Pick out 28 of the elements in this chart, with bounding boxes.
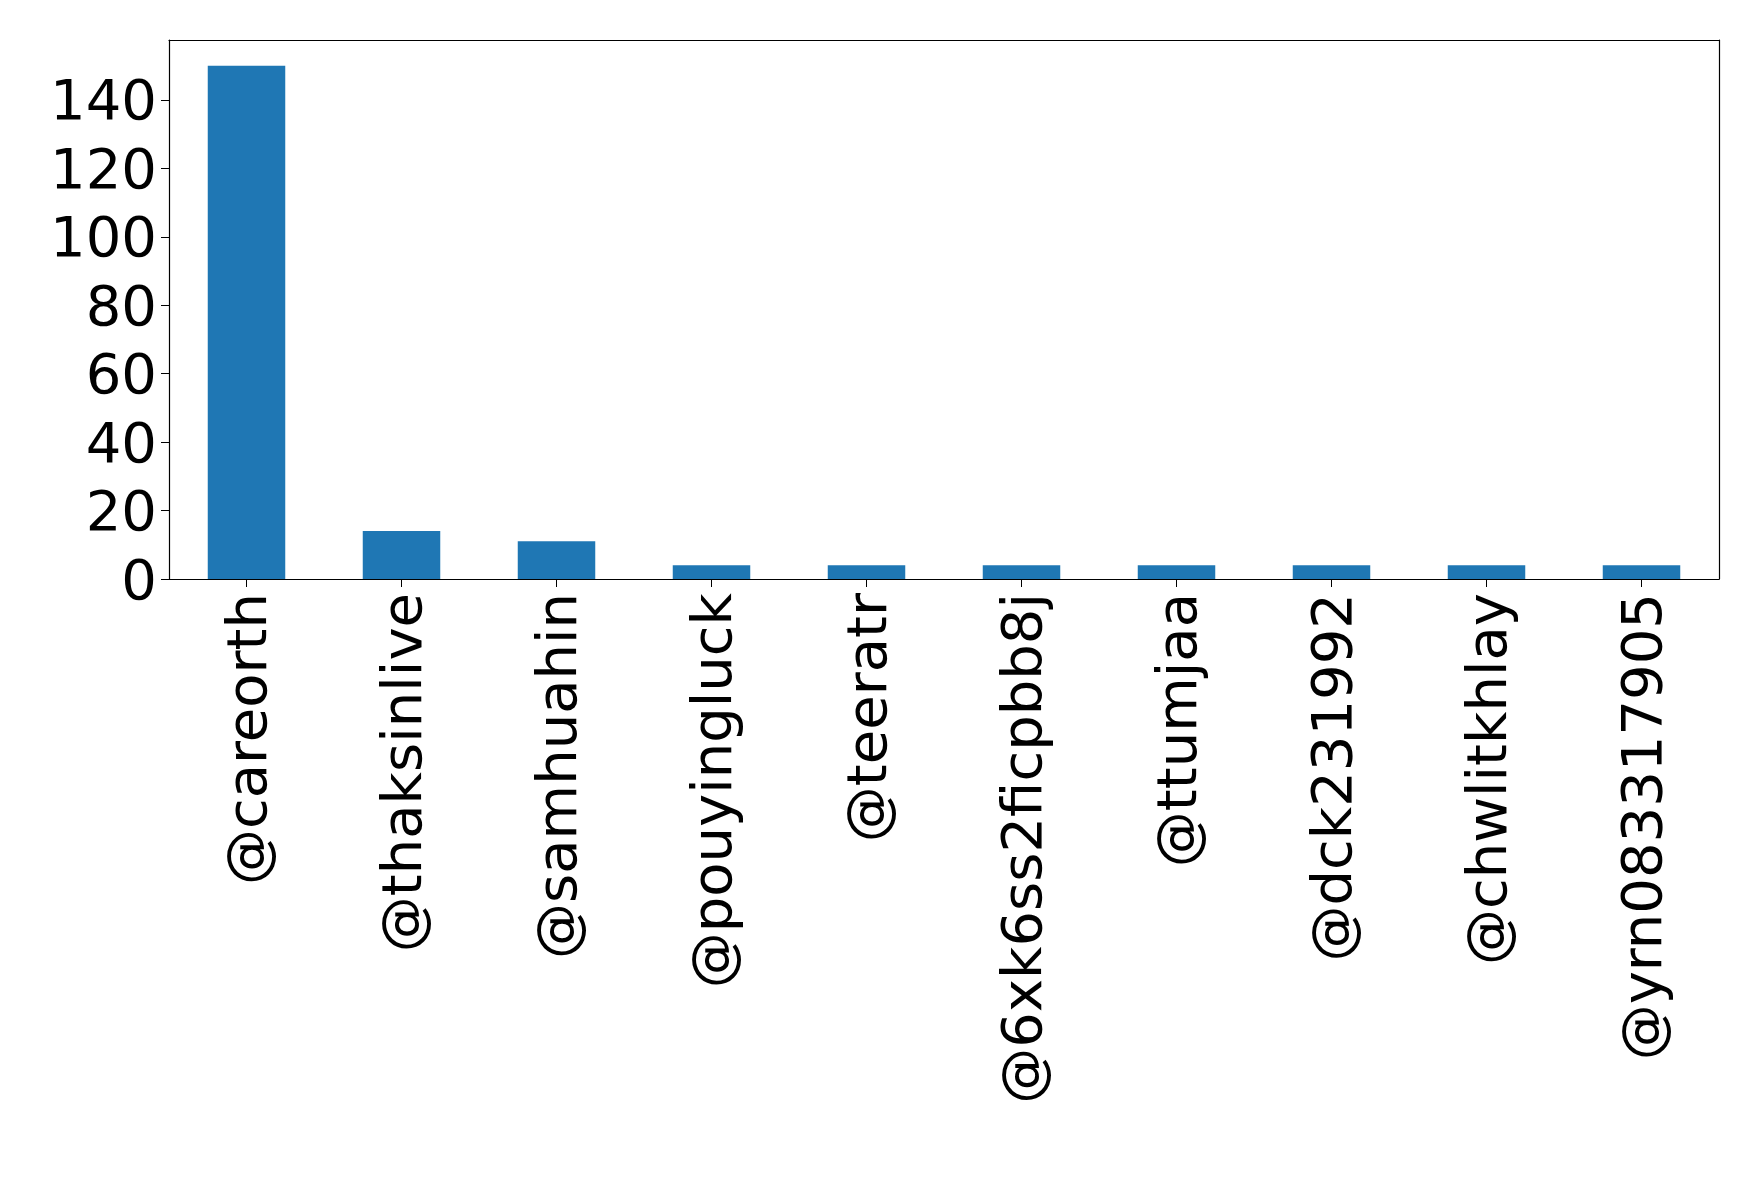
y-tick-label: 60 [85, 341, 157, 407]
x-tick-label: @careorth [214, 593, 279, 886]
y-tick-label: 120 [50, 135, 157, 201]
bar [362, 531, 441, 579]
y-tick-label: 80 [85, 272, 157, 338]
bar [1137, 565, 1216, 579]
y-tick-label: 100 [50, 204, 157, 270]
bar [827, 565, 906, 579]
y-tick-label: 40 [85, 409, 157, 475]
x-tick-label: @dck231992 [1299, 593, 1364, 962]
y-tick-label: 0 [121, 546, 157, 612]
x-tick-label: @ttumjaa [1144, 593, 1209, 868]
bar [1447, 565, 1526, 579]
bar [1602, 565, 1681, 579]
bar [982, 565, 1061, 579]
x-tick-label: @pouyingluck [679, 592, 744, 989]
bar [517, 541, 596, 579]
x-tick-label: @thaksinlive [369, 593, 434, 953]
bar [1292, 565, 1371, 579]
x-tick-label: @yrn083317905 [1609, 593, 1674, 1061]
y-tick-label: 20 [85, 478, 157, 544]
bar [207, 65, 286, 579]
x-tick-label: @chwlitkhlay [1454, 593, 1519, 966]
y-tick-label: 140 [50, 67, 157, 133]
x-tick-label: @6xk6ss2ficpbb8j [989, 593, 1054, 1104]
x-tick-label: @samhuahin [524, 593, 589, 959]
bar [672, 565, 751, 579]
x-tick-label: @teeratr [834, 592, 899, 843]
